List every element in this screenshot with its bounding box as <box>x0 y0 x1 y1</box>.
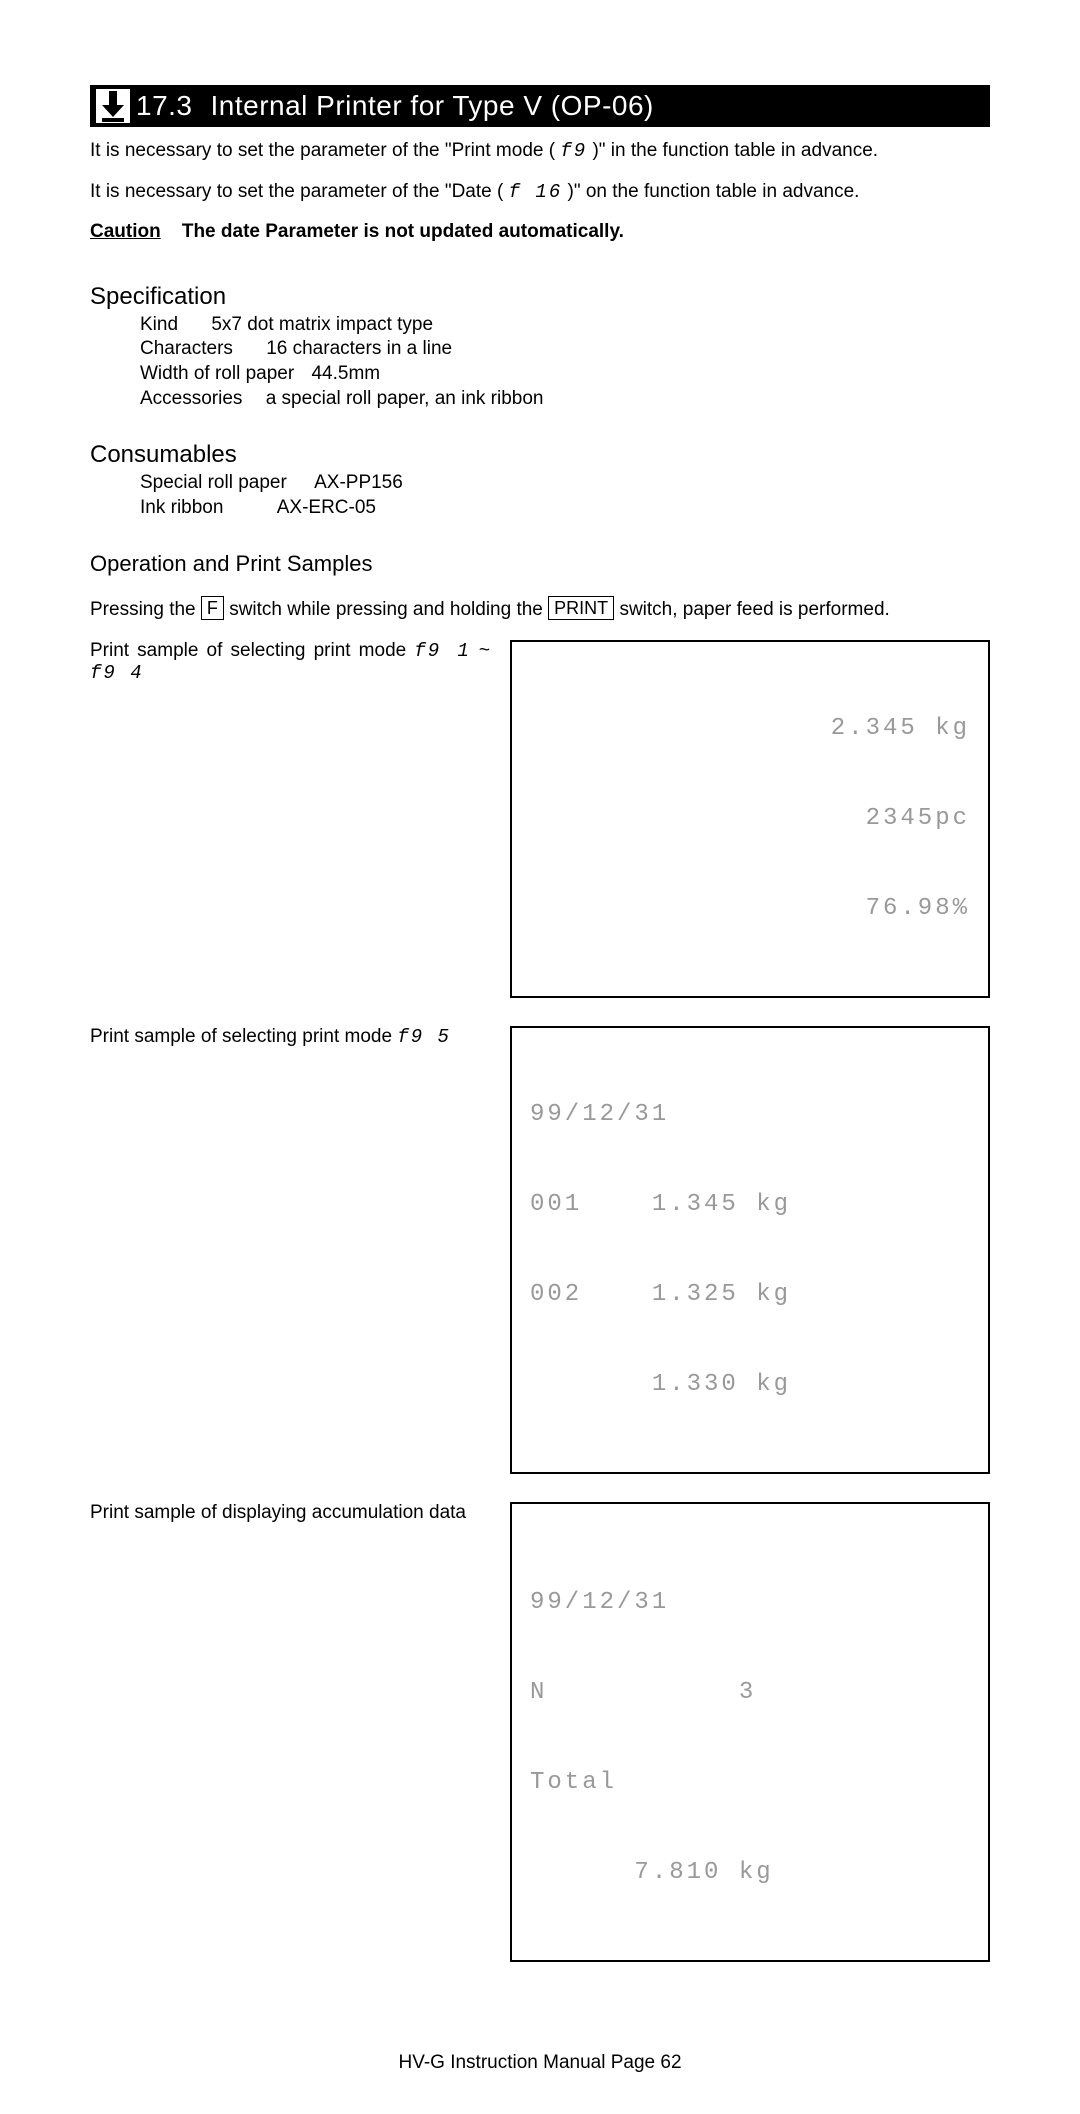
code-f16: f 16 <box>509 181 563 203</box>
spec-value: 16 characters in a line <box>266 338 452 359</box>
spec-label: Width of roll paper <box>140 363 294 384</box>
text: It is necessary to set the parameter of … <box>90 140 555 161</box>
text: Print sample of displaying accumulation … <box>90 1502 466 1523</box>
print-sample-1: Print sample of selecting print mode f9 … <box>90 640 990 998</box>
print-output-box: 99/12/31 N 3 Total 7.810 kg <box>510 1502 990 1962</box>
spec-label: Accessories <box>140 388 242 409</box>
text: switch while pressing and holding the <box>229 599 548 620</box>
specification-heading: Specification <box>90 283 990 311</box>
print-output-box: 2.345 kg 2345pc 76.98% <box>510 640 990 998</box>
text: )" on the function table in advance. <box>568 181 860 202</box>
consumable-label: Special roll paper <box>140 472 287 493</box>
print-line: 99/12/31 <box>530 1100 970 1130</box>
print-output-box: 99/12/31 001 1.345 kg 002 1.325 kg 1.330… <box>510 1026 990 1474</box>
text: )" in the function table in advance. <box>592 140 878 161</box>
print-line: 001 1.345 kg <box>530 1190 970 1220</box>
code: f9 1 <box>414 640 470 662</box>
print-sample-3: Print sample of displaying accumulation … <box>90 1502 990 1962</box>
spec-row: Characters 16 characters in a line <box>140 337 990 362</box>
download-arrow-icon <box>96 89 130 123</box>
caution-label: Caution <box>90 221 161 242</box>
text: Print sample of selecting print mode <box>90 640 414 661</box>
spec-label: Characters <box>140 338 233 359</box>
page-footer: HV-G Instruction Manual Page 62 <box>90 2052 990 2074</box>
consumable-value: AX-PP156 <box>314 472 403 493</box>
page: 17.3 Internal Printer for Type V (OP-06)… <box>0 0 1080 2114</box>
print-line: 2345pc <box>530 804 970 834</box>
intro-paragraph-2: It is necessary to set the parameter of … <box>90 180 990 205</box>
operation-heading: Operation and Print Samples <box>90 551 990 577</box>
text: It is necessary to set the parameter of … <box>90 181 503 202</box>
spec-row: Width of roll paper 44.5mm <box>140 362 990 387</box>
consumable-row: Special roll paper AX-PP156 <box>140 471 990 496</box>
consumable-row: Ink ribbon AX-ERC-05 <box>140 496 990 521</box>
consumable-value: AX-ERC-05 <box>277 497 376 518</box>
spec-value: 5x7 dot matrix impact type <box>211 314 433 335</box>
code: f9 5 <box>397 1026 451 1048</box>
caution-note: Caution The date Parameter is not update… <box>90 221 990 243</box>
operation-paragraph: Pressing the F switch while pressing and… <box>90 596 990 622</box>
spec-value: 44.5mm <box>311 363 380 384</box>
text: Print sample of selecting print mode <box>90 1026 397 1047</box>
section-header: 17.3 Internal Printer for Type V (OP-06) <box>90 85 990 127</box>
sample-label: Print sample of selecting print mode f9 … <box>90 640 510 684</box>
print-line: 002 1.325 kg <box>530 1280 970 1310</box>
print-line: N 3 <box>530 1678 970 1708</box>
print-line: 1.330 kg <box>530 1370 970 1400</box>
print-line: 99/12/31 <box>530 1588 970 1618</box>
print-line: 2.345 kg <box>530 714 970 744</box>
consumables-heading: Consumables <box>90 441 990 469</box>
code: f9 4 <box>90 662 144 684</box>
print-sample-2: Print sample of selecting print mode f9 … <box>90 1026 990 1474</box>
section-number: 17.3 <box>136 90 193 122</box>
print-line: Total <box>530 1768 970 1798</box>
code-f9: f9 <box>560 140 587 162</box>
text: ~ <box>479 640 490 661</box>
spec-row: Accessories a special roll paper, an ink… <box>140 387 990 412</box>
spec-value: a special roll paper, an ink ribbon <box>266 388 544 409</box>
key-f: F <box>201 596 224 620</box>
consumable-label: Ink ribbon <box>140 497 223 518</box>
sample-label: Print sample of displaying accumulation … <box>90 1502 510 1524</box>
section-title: Internal Printer for Type V (OP-06) <box>211 90 654 122</box>
print-line: 7.810 kg <box>530 1858 970 1888</box>
intro-paragraph-1: It is necessary to set the parameter of … <box>90 139 990 164</box>
caution-text: The date Parameter is not updated automa… <box>182 221 624 242</box>
text: switch, paper feed is performed. <box>619 599 889 620</box>
print-line: 76.98% <box>530 894 970 924</box>
text: Pressing the <box>90 599 201 620</box>
sample-label: Print sample of selecting print mode f9 … <box>90 1026 510 1048</box>
spec-row: Kind 5x7 dot matrix impact type <box>140 313 990 338</box>
consumables-list: Special roll paper AX-PP156 Ink ribbon A… <box>140 471 990 520</box>
specification-list: Kind 5x7 dot matrix impact type Characte… <box>140 313 990 412</box>
key-print: PRINT <box>548 596 614 620</box>
spec-label: Kind <box>140 314 178 335</box>
